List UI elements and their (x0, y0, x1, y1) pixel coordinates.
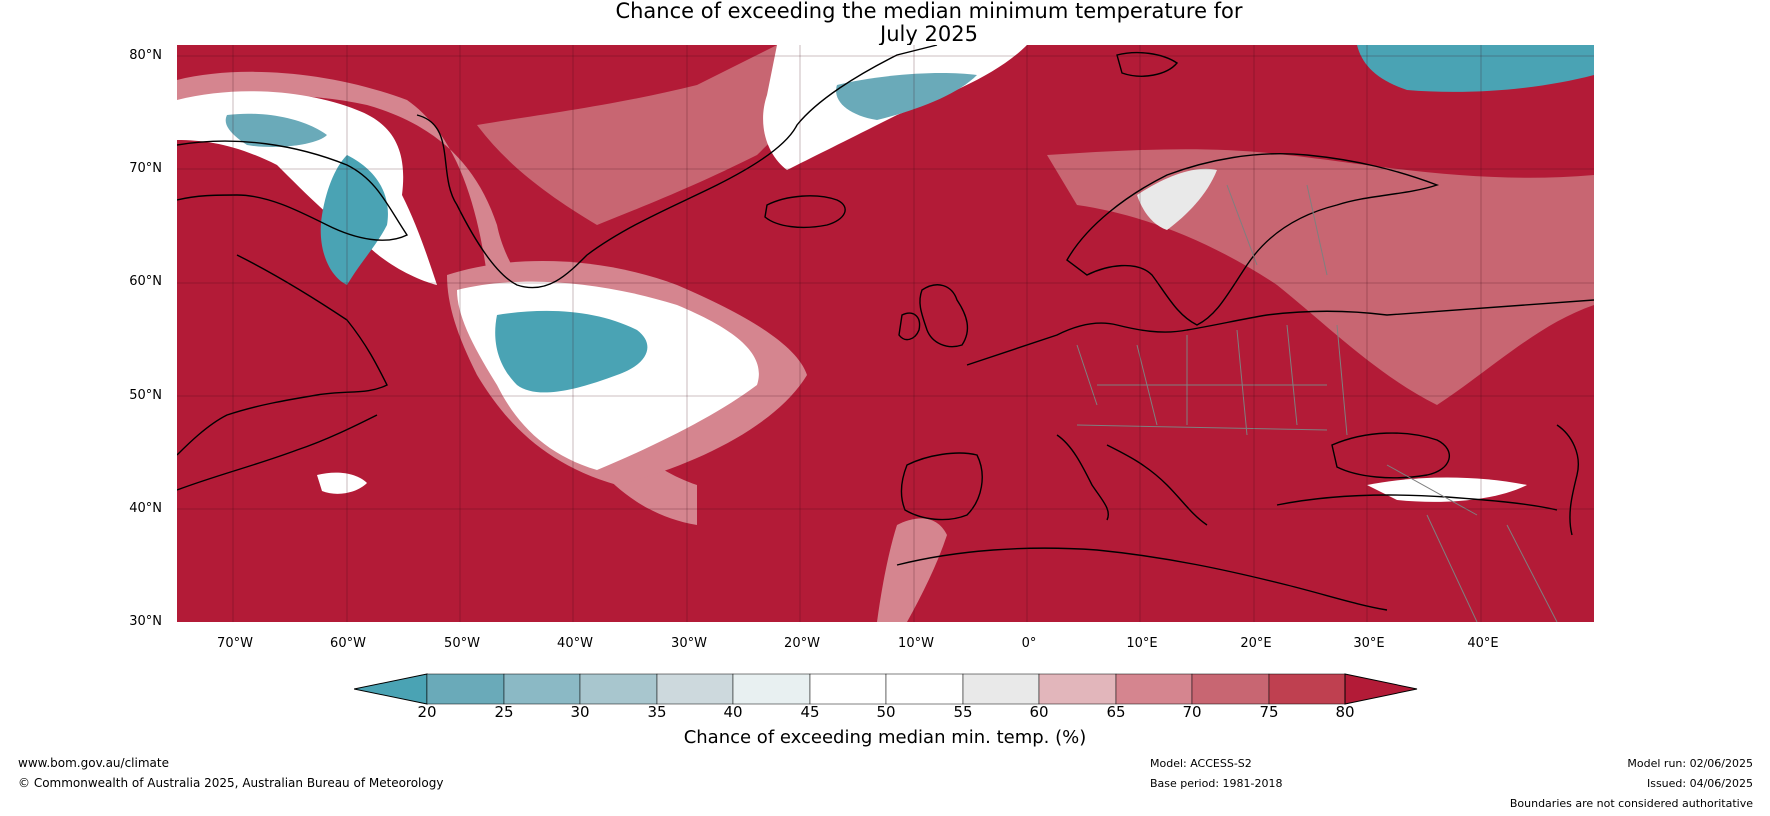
lon-label-20w: 20°W (784, 636, 820, 651)
caspian-coastline (1556, 424, 1579, 536)
lon-label-50w: 50°W (444, 636, 480, 651)
lat-label-30n: 30°N (129, 614, 162, 629)
colorbar-bin-55-60 (962, 673, 1040, 705)
colorbar-tick-55: 55 (953, 703, 973, 721)
colorbar-tick-35: 35 (647, 703, 667, 721)
lat-label-70n: 70°N (129, 161, 162, 176)
north-africa-coastline (896, 547, 1388, 611)
britain-coastline (919, 284, 969, 348)
colorbar-bin-65-70 (1115, 673, 1193, 705)
lon-label-0: 0° (1021, 636, 1037, 651)
footer-website: www.bom.gov.au/climate (18, 756, 169, 770)
colorbar-tick-50: 50 (876, 703, 896, 721)
footer-model-run: Model run: 02/06/2025 (1627, 757, 1753, 770)
colorbar-tick-20: 20 (417, 703, 437, 721)
turkey-coastline (1276, 494, 1558, 511)
lat-label-60n: 60°N (129, 274, 162, 289)
colorbar-min-arrow (354, 673, 428, 705)
lon-label-60w: 60°W (330, 636, 366, 651)
footer-model: Model: ACCESS-S2 (1150, 757, 1252, 770)
blue-zone-baffin (225, 113, 327, 147)
ireland-coastline (898, 312, 921, 341)
colorbar-bin-30-35 (579, 673, 658, 705)
lat-label-80n: 80°N (129, 48, 162, 63)
lon-label-10e: 10°E (1126, 636, 1158, 651)
footer-base-period: Base period: 1981-2018 (1150, 777, 1283, 790)
colorbar-tick-60: 60 (1029, 703, 1049, 721)
colorbar-bin-45-50 (809, 673, 887, 705)
footer-disclaimer: Boundaries are not considered authoritat… (1509, 797, 1753, 810)
graticule (177, 45, 1594, 622)
blue-zone-barents (1357, 45, 1594, 92)
scandinavia-coastline (1066, 153, 1440, 326)
country-borders (1076, 184, 1558, 622)
colorbar-bin-20-25 (426, 673, 505, 705)
lon-label-20e: 20°E (1240, 636, 1272, 651)
balkans-coastline (1106, 444, 1208, 526)
lon-label-40e: 40°E (1467, 636, 1499, 651)
colorbar-bin-75-80 (1268, 673, 1346, 705)
north-america-coastline (177, 414, 378, 491)
iceland-coastline (764, 195, 846, 229)
probability-map (177, 45, 1594, 622)
map-title-line2: July 2025 (880, 22, 978, 46)
colorbar-bin-70-75 (1191, 673, 1270, 705)
blue-zone-labrador (320, 155, 388, 285)
colorbar-bin-50-55 (885, 673, 964, 705)
colorbar-tick-75: 75 (1259, 703, 1279, 721)
colorbar-bin-35-40 (656, 673, 734, 705)
svalbard-coastline (1116, 51, 1179, 77)
baffin-coastline (177, 140, 409, 241)
lon-label-70w: 70°W (217, 636, 253, 651)
lon-label-10w: 10°W (898, 636, 934, 651)
pink-zone-iberia (877, 518, 947, 622)
colorbar-tick-25: 25 (494, 703, 514, 721)
colorbar-bin-25-30 (503, 673, 581, 705)
footer-copyright: © Commonwealth of Australia 2025, Austra… (18, 776, 444, 790)
map-title-line1: Chance of exceeding the median minimum t… (615, 0, 1243, 23)
white-spot-nova-scotia (317, 472, 367, 494)
black-sea-coastline (1331, 432, 1450, 479)
footer-issued: Issued: 04/06/2025 (1646, 777, 1753, 790)
colorbar-label: Chance of exceeding median min. temp. (%… (683, 727, 1087, 748)
blue-zone-atlantic (495, 310, 648, 393)
map-canvas (177, 45, 1594, 622)
lat-label-50n: 50°N (129, 388, 162, 403)
colorbar-tick-45: 45 (800, 703, 820, 721)
colorbar-bin-60-65 (1038, 673, 1117, 705)
colorbar-tick-70: 70 (1182, 703, 1202, 721)
colorbar-tick-80: 80 (1335, 703, 1355, 721)
colorbar-tick-40: 40 (723, 703, 743, 721)
colorbar-max-arrow (1344, 673, 1418, 705)
greenland-coastline (416, 45, 938, 289)
lon-label-30w: 30°W (671, 636, 707, 651)
lon-label-40w: 40°W (557, 636, 593, 651)
colorbar-tick-65: 65 (1106, 703, 1126, 721)
europe-coastline (966, 299, 1594, 366)
map-title: Chance of exceeding the median minimum t… (0, 0, 1770, 46)
lat-label-40n: 40°N (129, 501, 162, 516)
italy-coastline (1056, 434, 1109, 521)
colorbar (354, 673, 1418, 705)
lon-label-30e: 30°E (1353, 636, 1385, 651)
labrador-coastline (177, 254, 388, 456)
iberia-coastline (900, 452, 983, 521)
light-zone-norway (1137, 168, 1217, 230)
colorbar-tick-30: 30 (570, 703, 590, 721)
colorbar-bin-40-45 (732, 673, 811, 705)
blue-zone-greenland-sea (836, 73, 977, 120)
